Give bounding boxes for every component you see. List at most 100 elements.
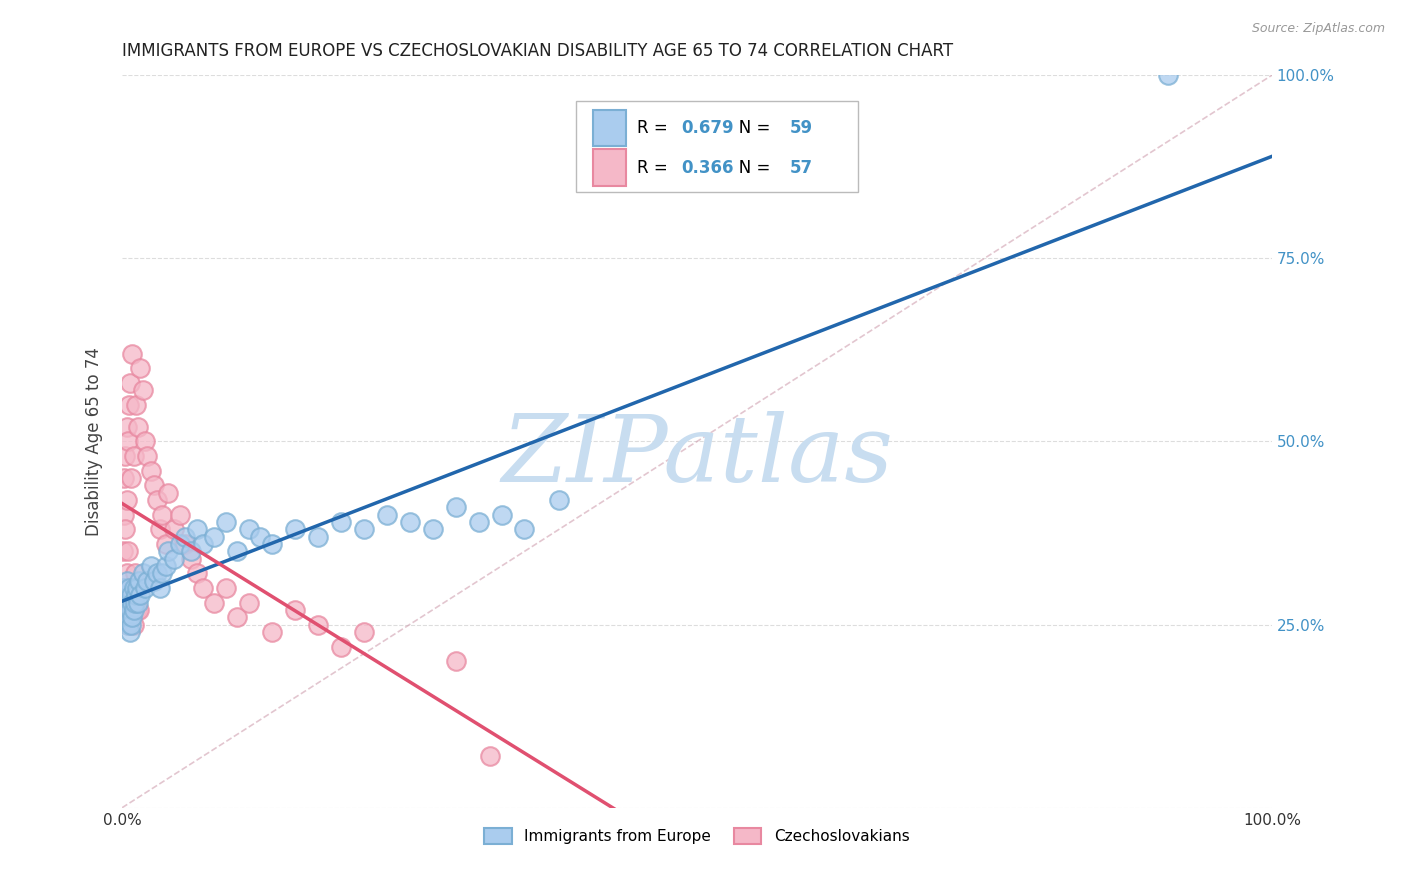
Point bbox=[128, 603, 150, 617]
Point bbox=[112, 544, 135, 558]
Point bbox=[214, 581, 236, 595]
Point bbox=[186, 566, 208, 581]
Point bbox=[120, 624, 142, 639]
Point bbox=[117, 617, 139, 632]
Point bbox=[122, 581, 145, 595]
Point bbox=[122, 617, 145, 632]
Point bbox=[163, 522, 186, 536]
Point bbox=[149, 581, 172, 595]
Point bbox=[157, 544, 180, 558]
Point bbox=[128, 574, 150, 588]
Point bbox=[115, 566, 138, 581]
Point bbox=[513, 522, 536, 536]
FancyBboxPatch shape bbox=[593, 149, 626, 186]
Point bbox=[124, 566, 146, 581]
Point bbox=[150, 508, 173, 522]
FancyBboxPatch shape bbox=[593, 110, 626, 146]
Point bbox=[329, 640, 352, 654]
Point bbox=[491, 508, 513, 522]
Point bbox=[127, 420, 149, 434]
Text: 57: 57 bbox=[790, 159, 813, 177]
Text: R =: R = bbox=[637, 120, 673, 137]
Point bbox=[155, 537, 177, 551]
Point bbox=[214, 515, 236, 529]
Point bbox=[127, 596, 149, 610]
Point bbox=[120, 471, 142, 485]
Point bbox=[143, 478, 166, 492]
Point bbox=[115, 420, 138, 434]
Point bbox=[115, 603, 138, 617]
Point bbox=[422, 522, 444, 536]
Point bbox=[548, 493, 571, 508]
Point bbox=[118, 398, 141, 412]
Point bbox=[307, 530, 329, 544]
Text: Source: ZipAtlas.com: Source: ZipAtlas.com bbox=[1251, 22, 1385, 36]
Point bbox=[150, 566, 173, 581]
Point bbox=[114, 449, 136, 463]
Point bbox=[120, 588, 142, 602]
Point bbox=[122, 449, 145, 463]
Legend: Immigrants from Europe, Czechoslovakians: Immigrants from Europe, Czechoslovakians bbox=[485, 828, 910, 844]
Point bbox=[118, 596, 141, 610]
Point bbox=[118, 610, 141, 624]
Text: IMMIGRANTS FROM EUROPE VS CZECHOSLOVAKIAN DISABILITY AGE 65 TO 74 CORRELATION CH: IMMIGRANTS FROM EUROPE VS CZECHOSLOVAKIA… bbox=[122, 42, 953, 60]
Point bbox=[132, 566, 155, 581]
Point bbox=[125, 603, 148, 617]
Point bbox=[174, 530, 197, 544]
FancyBboxPatch shape bbox=[576, 101, 858, 193]
Point bbox=[121, 596, 143, 610]
Point bbox=[169, 537, 191, 551]
Point bbox=[283, 522, 305, 536]
Point bbox=[329, 515, 352, 529]
Point bbox=[283, 603, 305, 617]
Point bbox=[114, 581, 136, 595]
Point bbox=[121, 581, 143, 595]
Point bbox=[444, 654, 467, 668]
Point bbox=[114, 588, 136, 602]
Point bbox=[117, 596, 139, 610]
Point bbox=[120, 581, 142, 595]
Point bbox=[114, 522, 136, 536]
Point bbox=[375, 508, 398, 522]
Point bbox=[114, 610, 136, 624]
Point bbox=[115, 574, 138, 588]
Point bbox=[149, 522, 172, 536]
Point bbox=[125, 588, 148, 602]
Point bbox=[122, 603, 145, 617]
Point bbox=[134, 581, 156, 595]
Point bbox=[139, 464, 162, 478]
Point bbox=[155, 559, 177, 574]
Point bbox=[121, 346, 143, 360]
Point bbox=[202, 530, 225, 544]
Point bbox=[353, 624, 375, 639]
Text: 0.679: 0.679 bbox=[681, 120, 734, 137]
Point bbox=[115, 493, 138, 508]
Point bbox=[1157, 68, 1180, 82]
Point bbox=[202, 596, 225, 610]
Point bbox=[191, 581, 214, 595]
Point bbox=[353, 522, 375, 536]
Point bbox=[143, 574, 166, 588]
Point bbox=[118, 581, 141, 595]
Point bbox=[136, 449, 159, 463]
Point bbox=[186, 522, 208, 536]
Point bbox=[260, 537, 283, 551]
Point bbox=[226, 610, 249, 624]
Point bbox=[120, 376, 142, 390]
Point bbox=[120, 617, 142, 632]
Point bbox=[238, 522, 260, 536]
Point bbox=[307, 617, 329, 632]
Text: N =: N = bbox=[724, 159, 776, 177]
Point bbox=[169, 508, 191, 522]
Point bbox=[112, 581, 135, 595]
Point bbox=[112, 471, 135, 485]
Point bbox=[121, 610, 143, 624]
Point bbox=[191, 537, 214, 551]
Point bbox=[112, 508, 135, 522]
Point bbox=[467, 515, 489, 529]
Point bbox=[226, 544, 249, 558]
Point bbox=[125, 581, 148, 595]
Text: 59: 59 bbox=[790, 120, 813, 137]
Point bbox=[112, 596, 135, 610]
Point bbox=[112, 596, 135, 610]
